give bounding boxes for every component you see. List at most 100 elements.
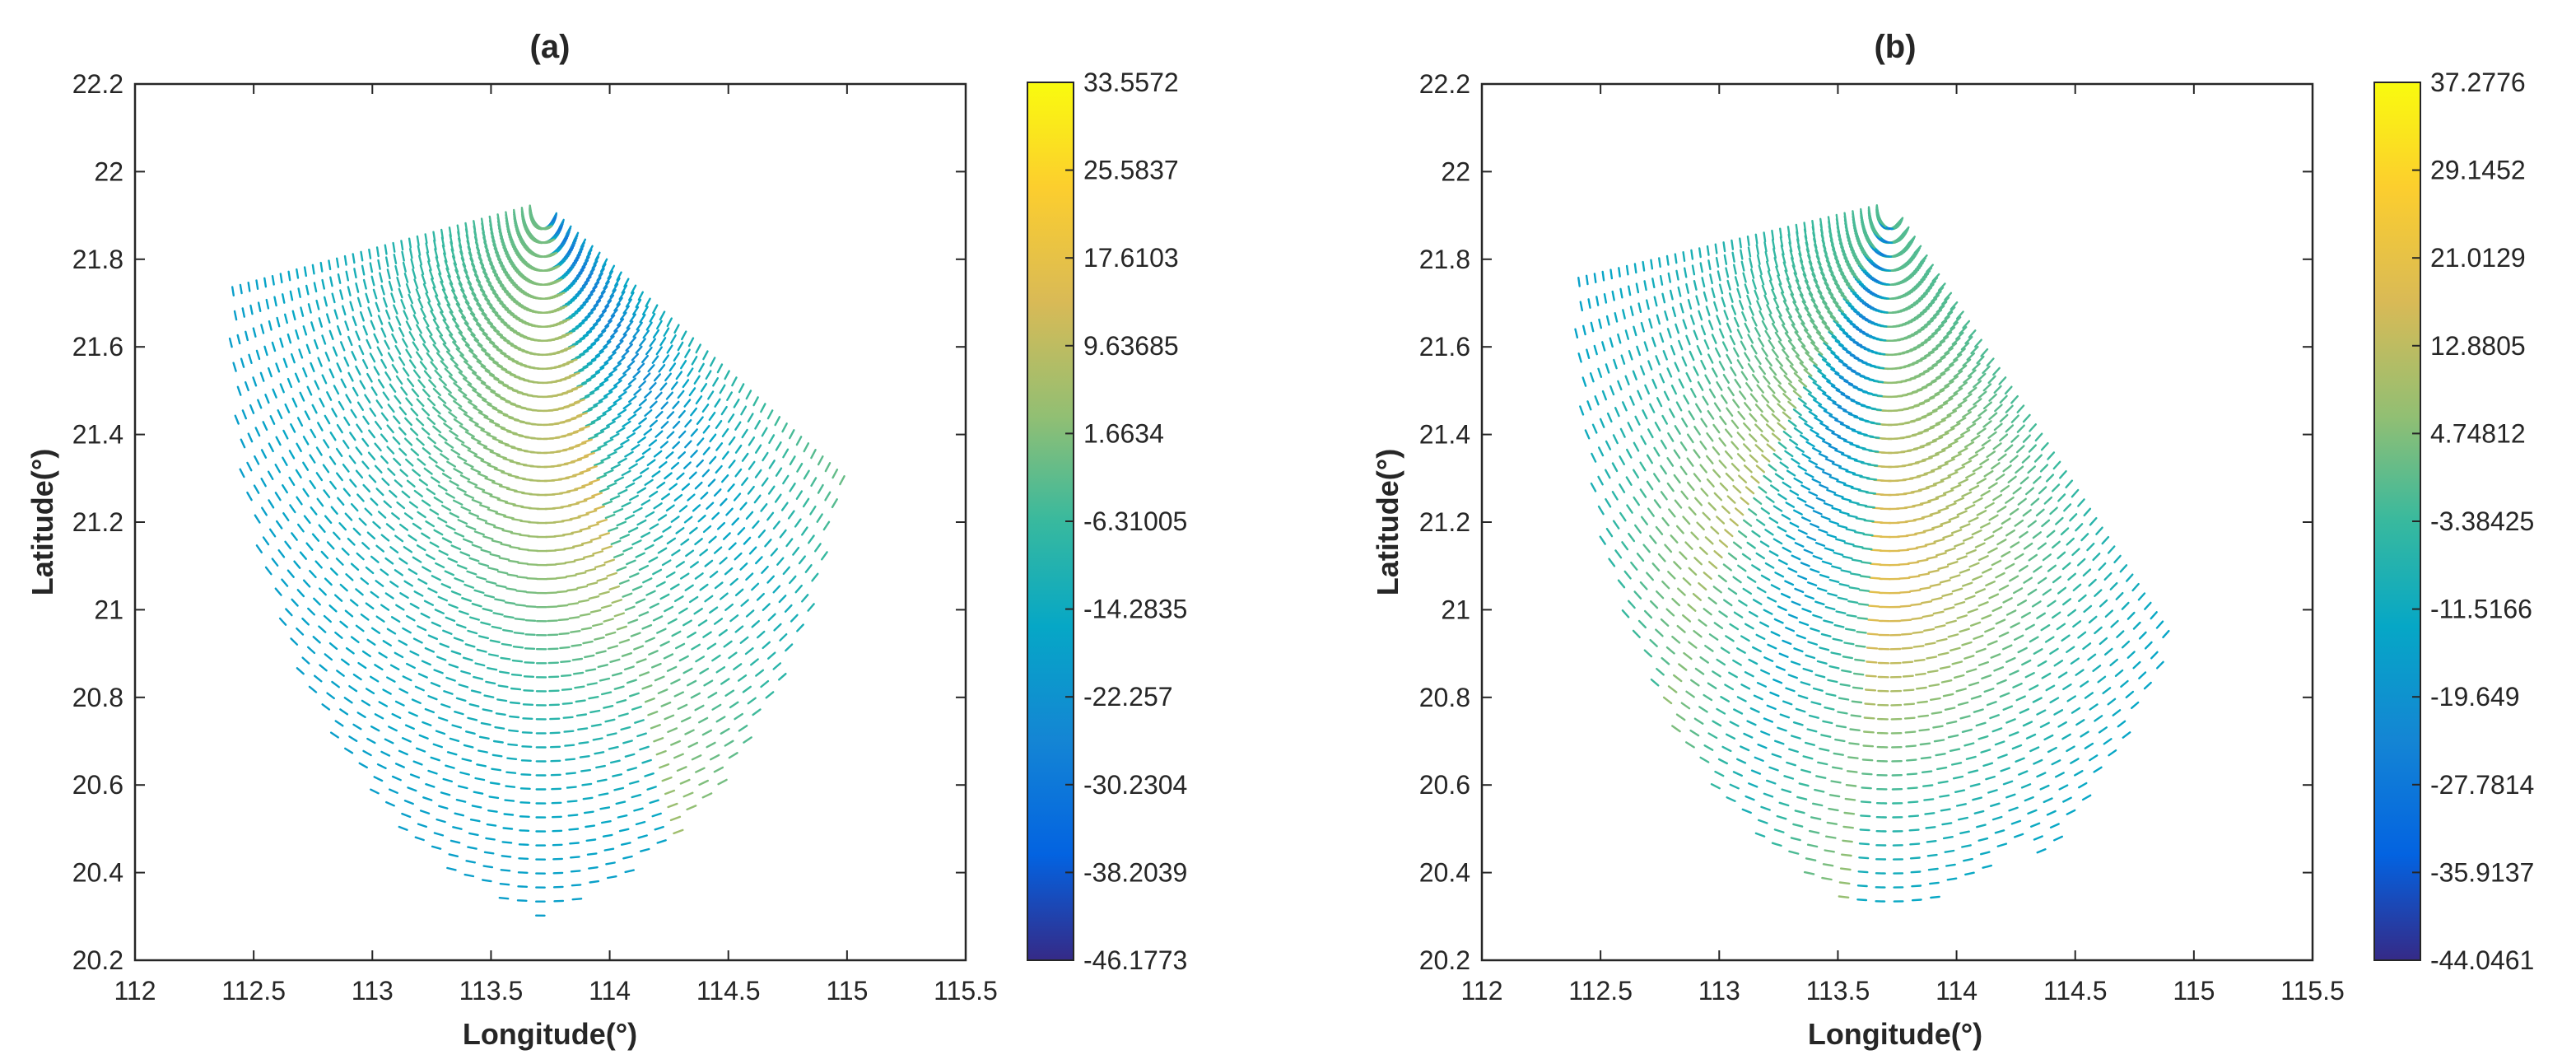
vector-arrow [1755,633,1766,640]
vector-arrow [524,619,537,622]
vector-arrow [366,372,373,383]
vector-arrow [252,376,258,387]
vector-arrow [1843,542,1855,546]
vector-arrow [601,691,613,696]
vector-arrow [1856,898,1868,902]
vector-arrow [567,602,580,606]
vector-arrow [442,319,450,329]
vector-arrow [1732,659,1742,666]
vector-arrow [2005,718,2016,724]
vector-arrow [766,575,775,584]
vector-arrow [522,703,534,706]
vector-arrow [441,288,449,299]
vector-arrow [715,464,723,474]
vector-arrow [1793,372,1803,381]
vector-arrow [684,348,691,358]
vector-arrow [489,420,501,427]
vector-arrow [547,619,558,623]
vector-arrow [581,483,594,488]
vector-arrow [435,464,445,472]
x-tick-label: 113 [1698,976,1740,1006]
vector-arrow [556,590,568,594]
vector-arrow [1977,735,1989,740]
vector-arrow [1797,338,1806,348]
vector-arrow [1668,408,1675,418]
vector-arrow [574,399,585,404]
vector-arrow [1797,694,1809,699]
vector-arrow [1847,456,1858,461]
vector-arrow [405,348,412,359]
vector-arrow [801,526,808,536]
vector-arrow [374,442,382,452]
vector-arrow [1973,810,1985,814]
vector-arrow [2010,434,2019,443]
vector-arrow [617,373,627,381]
vector-arrow [502,413,515,419]
vector-arrow [319,397,325,408]
vector-arrow [2030,497,2040,506]
vector-arrow [664,714,675,721]
vector-arrow [690,692,701,699]
vector-arrow [2094,589,2103,597]
vector-arrow [685,549,695,558]
vector-arrow [431,476,440,483]
vector-arrow [624,869,635,874]
vector-arrow [384,339,390,350]
vector-arrow [1923,798,1935,801]
vector-arrow [1855,402,1866,407]
vector-arrow [1834,738,1846,743]
vector-arrow [490,325,500,334]
vector-arrow [1671,598,1681,607]
vector-arrow [790,614,799,623]
vector-arrow [1972,416,1982,424]
vector-arrow [1768,313,1776,324]
vector-arrow [380,604,390,611]
vector-arrow [808,534,815,544]
vector-arrow [264,394,270,404]
vector-arrow [2015,757,2025,763]
vector-arrow [291,397,298,408]
vector-arrow [337,497,345,506]
vector-arrow [585,567,597,572]
vector-arrow [1749,393,1758,403]
vector-arrow [454,812,464,817]
vector-arrow [442,343,450,352]
vector-arrow [440,791,451,796]
vector-arrow [1717,270,1721,282]
vector-arrow [352,673,362,681]
vector-arrow [1849,443,1860,448]
vector-arrow [715,420,723,429]
vector-arrow [1814,347,1824,356]
vector-arrow [394,700,405,707]
x-tick-label: 115 [2173,976,2215,1006]
vector-arrow [494,726,505,730]
vector-arrow [471,292,479,302]
vector-arrow [581,379,592,385]
vector-arrow [2070,657,2080,665]
vector-arrow [523,675,535,678]
vector-arrow [1952,404,1963,412]
vector-arrow [443,690,454,695]
vector-arrow [728,460,736,469]
panel-a: (a) 112 112.5 113 113.5 114 114.5 115 115.5 20.… [26,29,1187,1051]
vector-arrow [1801,608,1812,614]
vector-arrow [1619,483,1626,493]
vector-arrow [599,806,611,810]
vector-arrow [1775,357,1784,367]
vector-arrow [719,557,728,565]
vector-arrow [689,526,698,534]
vector-arrow [1689,350,1695,362]
vector-arrow [1637,302,1642,313]
vector-arrow [373,776,384,782]
vector-arrow [608,314,616,323]
vector-arrow [1825,287,1834,296]
vector-arrow [345,270,349,282]
vector-arrow [1778,801,1790,807]
vector-arrow [509,715,520,719]
vector-arrow [1714,243,1718,254]
vector-arrow [1662,696,1673,705]
vector-arrow [785,538,794,548]
vector-arrow [1817,761,1828,766]
vector-arrow [678,505,688,513]
